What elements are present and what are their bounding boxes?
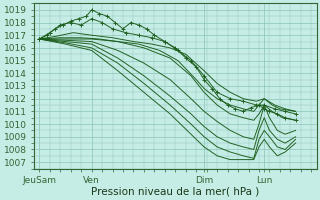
- X-axis label: Pression niveau de la mer( hPa ): Pression niveau de la mer( hPa ): [91, 187, 260, 197]
